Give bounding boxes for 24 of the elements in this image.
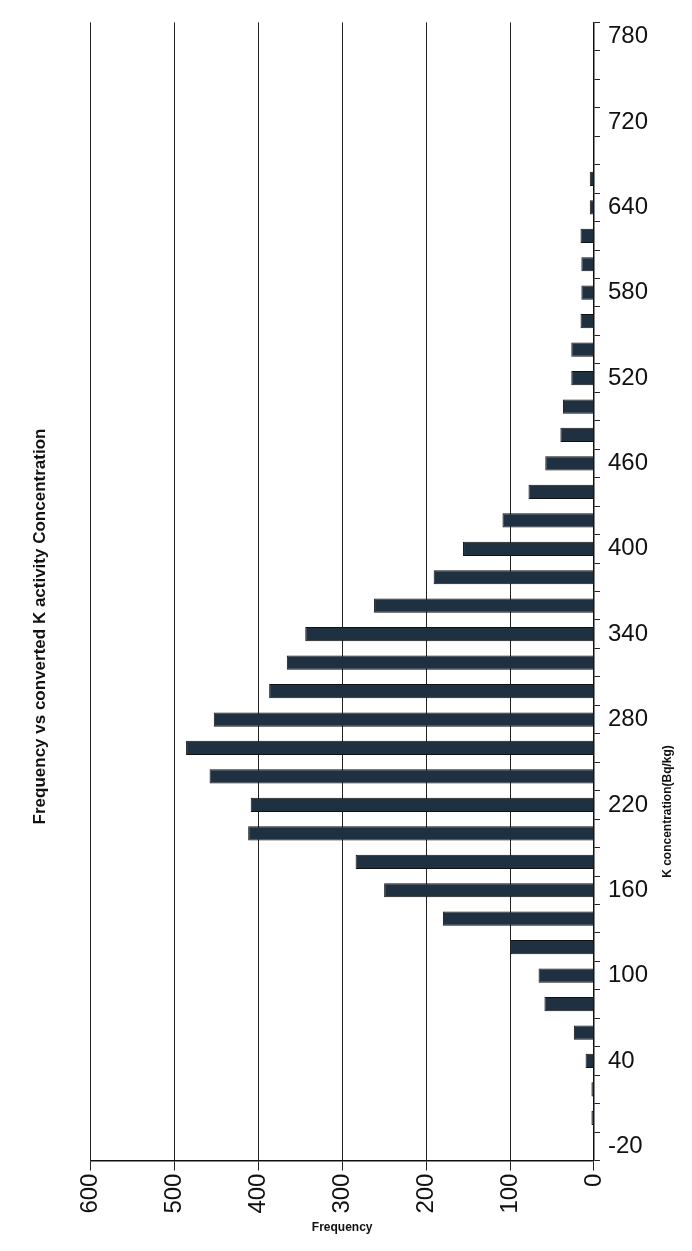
y-tick-label: 160 <box>607 874 648 902</box>
text: Frequency vs converted K activity Concentration <box>29 428 49 825</box>
x-tick-label: 400 <box>242 1173 270 1214</box>
x-tick-label: 500 <box>158 1173 186 1214</box>
y-tick-label: 400 <box>607 533 648 561</box>
y-tick-label: 520 <box>607 362 648 390</box>
y-tick-label: 100 <box>607 960 648 988</box>
x-tick-label: 600 <box>75 1173 103 1214</box>
y-axis-title: K concentration(Bq/kg) <box>660 745 675 878</box>
y-tick-label: 720 <box>607 106 648 134</box>
x-tick-label: 200 <box>410 1173 438 1214</box>
y-tick-label: -20 <box>607 1130 643 1158</box>
y-tick-label: 460 <box>607 448 648 476</box>
x-tick-label: 100 <box>494 1173 522 1214</box>
x-tick-label: 300 <box>326 1173 354 1214</box>
y-tick-label: 40 <box>607 1045 635 1073</box>
y-tick-label: 280 <box>607 704 648 732</box>
y-tick-label: 220 <box>607 789 648 817</box>
y-tick-label: 640 <box>607 191 648 219</box>
x-axis-title: Frequency <box>311 1220 373 1235</box>
y-tick-label: 780 <box>607 21 648 49</box>
y-tick-label: 580 <box>607 277 648 305</box>
x-tick-label: 0 <box>578 1173 606 1187</box>
y-tick-label: 340 <box>607 618 648 646</box>
